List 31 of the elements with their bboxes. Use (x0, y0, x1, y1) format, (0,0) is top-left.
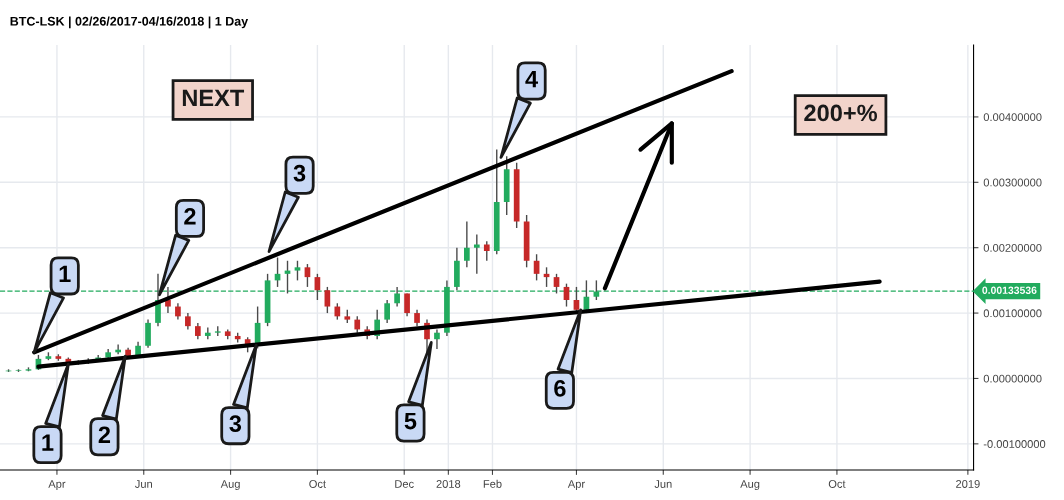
x-tick-label: 2018 (436, 480, 461, 488)
annotation: 4 (525, 70, 539, 88)
x-tick-label: Jun (654, 480, 672, 488)
x-tick-label: Dec (395, 480, 414, 488)
x-tick-label: Oct (309, 480, 326, 488)
annotation: 2 (98, 426, 111, 443)
annotation: 3 (229, 415, 242, 433)
y-tick-label: 0.00200000 (983, 243, 1042, 252)
x-tick-label: Apr (48, 480, 66, 491)
annotation: 3 (293, 164, 306, 182)
y-tick-label: 0.00100000 (983, 309, 1042, 318)
annotation: 200+% (804, 104, 878, 122)
annotation: 2 (184, 208, 196, 225)
x-tick-label: Aug (740, 480, 760, 491)
annotation: 1 (59, 265, 71, 283)
annotation: 1 (42, 434, 54, 451)
annotation: NEXT (182, 89, 245, 107)
y-tick-label: 0.00000000 (983, 374, 1042, 383)
x-tick-label: Apr (567, 480, 585, 491)
x-tick-label: Oct (828, 480, 846, 488)
y-tick-label: 0.00300000 (983, 178, 1042, 187)
annotation: 5 (404, 412, 417, 430)
x-tick-label: Jun (134, 480, 152, 488)
x-tick-label: Feb (483, 479, 502, 488)
y-tick-label: -0.00100000 (983, 440, 1046, 448)
ref-line-label: 0.00133536 (982, 286, 1037, 294)
y-tick-label: 0.00400000 (983, 113, 1042, 122)
annotation: 6 (554, 379, 566, 397)
chart-title: BTC-LSK | 02/26/2017-04/16/2018 | 1 Day (10, 16, 249, 29)
x-tick-label: Aug (220, 480, 240, 491)
x-tick-label: 2019 (956, 480, 980, 488)
